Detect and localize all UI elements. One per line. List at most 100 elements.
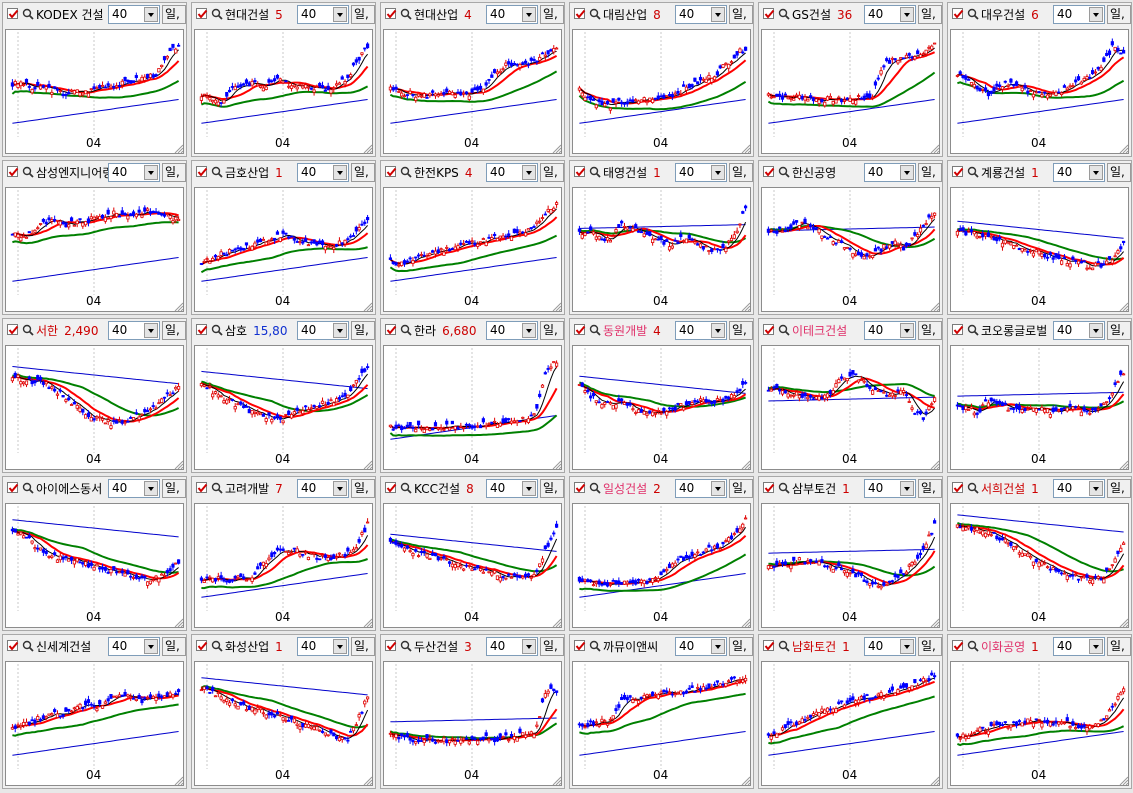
chevron-down-icon[interactable] xyxy=(333,639,347,654)
stock-name-field[interactable]: 현대건설 5 xyxy=(225,7,297,23)
stock-name-field[interactable]: 대림산업 8 xyxy=(603,7,675,23)
search-icon[interactable] xyxy=(210,6,224,22)
chart-plot[interactable]: 04 xyxy=(194,29,373,154)
period-unit-button[interactable]: 일, xyxy=(540,163,564,182)
period-unit-button[interactable]: 일, xyxy=(351,5,375,24)
period-unit-button[interactable]: 일, xyxy=(351,479,375,498)
chart-plot[interactable]: 04 xyxy=(950,345,1129,470)
period-select[interactable]: 40 xyxy=(486,321,538,340)
chart-plot[interactable]: 04 xyxy=(383,503,562,628)
stock-name-field[interactable]: 한라 6,680 xyxy=(414,323,486,339)
chart-plot[interactable]: 04 xyxy=(761,503,940,628)
period-select[interactable]: 40 xyxy=(864,479,916,498)
resize-grip-icon[interactable] xyxy=(929,301,939,311)
stock-name-field[interactable]: 두산건설 3 xyxy=(414,639,486,655)
resize-grip-icon[interactable] xyxy=(740,775,750,785)
chart-plot[interactable]: 04 xyxy=(572,187,751,312)
chevron-down-icon[interactable] xyxy=(333,165,347,180)
chevron-down-icon[interactable] xyxy=(333,481,347,496)
chevron-down-icon[interactable] xyxy=(900,7,914,22)
chart-plot[interactable]: 04 xyxy=(5,345,184,470)
checkbox[interactable] xyxy=(7,8,19,19)
checkbox[interactable] xyxy=(763,324,775,335)
chart-plot[interactable]: 04 xyxy=(761,29,940,154)
period-select[interactable]: 40 xyxy=(1053,163,1105,182)
period-select[interactable]: 40 xyxy=(108,637,160,656)
stock-name-field[interactable]: 이테크건설 xyxy=(792,323,864,339)
checkbox[interactable] xyxy=(952,8,964,19)
checkbox[interactable] xyxy=(574,166,586,177)
chart-plot[interactable]: 04 xyxy=(572,29,751,154)
search-icon[interactable] xyxy=(399,638,413,654)
period-select[interactable]: 40 xyxy=(297,479,349,498)
search-icon[interactable] xyxy=(966,480,980,496)
chevron-down-icon[interactable] xyxy=(711,7,725,22)
chevron-down-icon[interactable] xyxy=(522,165,536,180)
stock-name-field[interactable]: 서희건설 1 xyxy=(981,481,1053,497)
search-icon[interactable] xyxy=(21,322,35,338)
period-select[interactable]: 40 xyxy=(108,321,160,340)
checkbox[interactable] xyxy=(952,640,964,651)
checkbox[interactable] xyxy=(7,640,19,651)
period-select[interactable]: 40 xyxy=(864,321,916,340)
period-select[interactable]: 40 xyxy=(297,637,349,656)
chart-plot[interactable]: 04 xyxy=(383,29,562,154)
chevron-down-icon[interactable] xyxy=(1089,323,1103,338)
stock-name-field[interactable]: 코오롱글로벌 xyxy=(981,323,1053,339)
search-icon[interactable] xyxy=(588,638,602,654)
period-unit-button[interactable]: 일, xyxy=(540,5,564,24)
chevron-down-icon[interactable] xyxy=(900,639,914,654)
period-select[interactable]: 40 xyxy=(486,637,538,656)
search-icon[interactable] xyxy=(21,6,35,22)
period-unit-button[interactable]: 일, xyxy=(729,637,753,656)
resize-grip-icon[interactable] xyxy=(551,301,561,311)
checkbox[interactable] xyxy=(7,166,19,177)
period-select[interactable]: 40 xyxy=(675,5,727,24)
stock-name-field[interactable]: 한신공영 xyxy=(792,165,864,181)
chevron-down-icon[interactable] xyxy=(522,7,536,22)
period-select[interactable]: 40 xyxy=(1053,5,1105,24)
stock-name-field[interactable]: 삼부토건 1 xyxy=(792,481,864,497)
resize-grip-icon[interactable] xyxy=(551,143,561,153)
stock-name-field[interactable]: 서한 2,490 xyxy=(36,323,108,339)
stock-name-field[interactable]: KODEX 건설 xyxy=(36,7,108,23)
period-select[interactable]: 40 xyxy=(108,479,160,498)
search-icon[interactable] xyxy=(966,638,980,654)
resize-grip-icon[interactable] xyxy=(1118,301,1128,311)
search-icon[interactable] xyxy=(21,480,35,496)
checkbox[interactable] xyxy=(952,324,964,335)
search-icon[interactable] xyxy=(966,322,980,338)
period-unit-button[interactable]: 일, xyxy=(918,637,942,656)
resize-grip-icon[interactable] xyxy=(740,617,750,627)
checkbox[interactable] xyxy=(196,640,208,651)
chevron-down-icon[interactable] xyxy=(144,165,158,180)
stock-name-field[interactable]: 남화토건 1 xyxy=(792,639,864,655)
resize-grip-icon[interactable] xyxy=(173,143,183,153)
resize-grip-icon[interactable] xyxy=(740,459,750,469)
chevron-down-icon[interactable] xyxy=(144,639,158,654)
chart-plot[interactable]: 04 xyxy=(5,187,184,312)
period-unit-button[interactable]: 일, xyxy=(162,479,186,498)
checkbox[interactable] xyxy=(574,324,586,335)
checkbox[interactable] xyxy=(952,166,964,177)
checkbox[interactable] xyxy=(7,482,19,493)
period-unit-button[interactable]: 일, xyxy=(729,163,753,182)
stock-name-field[interactable]: 까뮤이앤씨 xyxy=(603,639,675,655)
chart-plot[interactable]: 04 xyxy=(950,187,1129,312)
stock-name-field[interactable]: 태영건설 1 xyxy=(603,165,675,181)
period-select[interactable]: 40 xyxy=(297,321,349,340)
checkbox[interactable] xyxy=(385,8,397,19)
chart-plot[interactable]: 04 xyxy=(194,345,373,470)
period-unit-button[interactable]: 일, xyxy=(540,321,564,340)
period-unit-button[interactable]: 일, xyxy=(162,637,186,656)
period-unit-button[interactable]: 일, xyxy=(351,321,375,340)
chart-plot[interactable]: 04 xyxy=(5,503,184,628)
search-icon[interactable] xyxy=(966,6,980,22)
period-unit-button[interactable]: 일, xyxy=(1107,637,1131,656)
resize-grip-icon[interactable] xyxy=(551,459,561,469)
checkbox[interactable] xyxy=(574,8,586,19)
search-icon[interactable] xyxy=(399,322,413,338)
stock-name-field[interactable]: 고려개발 7 xyxy=(225,481,297,497)
chart-plot[interactable]: 04 xyxy=(194,187,373,312)
search-icon[interactable] xyxy=(210,322,224,338)
